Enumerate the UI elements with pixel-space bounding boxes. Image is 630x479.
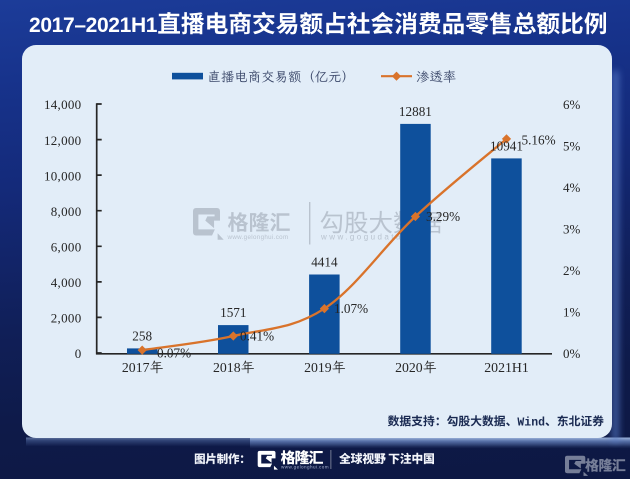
svg-text:4%: 4% (563, 180, 581, 195)
svg-text:Wind: Wind (517, 416, 545, 429)
svg-text:2018: 2018 (213, 360, 241, 375)
svg-text:0%: 0% (563, 346, 581, 361)
svg-text:0.41%: 0.41% (240, 329, 274, 344)
svg-text:www.gelonghui.com: www.gelonghui.com (281, 464, 329, 469)
svg-text:4414: 4414 (311, 255, 338, 270)
svg-text:6%: 6% (563, 97, 581, 112)
svg-text:0: 0 (75, 346, 82, 361)
svg-text:2%: 2% (563, 263, 581, 278)
svg-text:1.07%: 1.07% (334, 301, 368, 316)
svg-text:0.07%: 0.07% (157, 345, 191, 360)
svg-text:1%: 1% (563, 305, 581, 320)
svg-text:3%: 3% (563, 222, 581, 237)
svg-text:10941: 10941 (490, 138, 523, 153)
svg-text:14,000: 14,000 (44, 97, 82, 112)
svg-text:4,000: 4,000 (51, 275, 82, 290)
svg-text:12881: 12881 (399, 104, 432, 119)
svg-text:258: 258 (132, 328, 152, 343)
svg-text:2019: 2019 (304, 360, 332, 375)
svg-text:1571: 1571 (220, 305, 246, 320)
svg-text:2020: 2020 (395, 360, 423, 375)
svg-text:10,000: 10,000 (44, 168, 82, 183)
svg-text:2017: 2017 (122, 360, 150, 375)
svg-text:2021H1: 2021H1 (484, 360, 529, 375)
svg-text:www.gelonghui.com: www.gelonghui.com (227, 234, 289, 241)
svg-text:6,000: 6,000 (51, 240, 82, 255)
svg-text:2017–2021H1: 2017–2021H1 (29, 14, 158, 37)
svg-text:12,000: 12,000 (44, 133, 82, 148)
svg-text:3.29%: 3.29% (426, 209, 460, 224)
svg-text:5%: 5% (563, 139, 581, 154)
svg-text:5.16%: 5.16% (522, 133, 556, 148)
svg-text:8,000: 8,000 (51, 204, 82, 219)
svg-text:www.gogudata.com: www.gogudata.com (320, 233, 430, 242)
svg-text:2,000: 2,000 (51, 311, 82, 326)
